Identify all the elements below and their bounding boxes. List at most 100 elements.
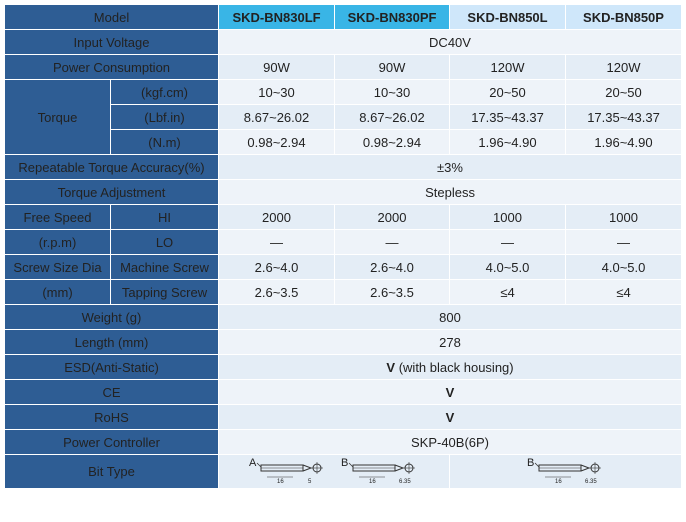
- row-esd: ESD(Anti-Static) V (with black housing): [3, 354, 683, 380]
- row-power-controller: Power Controller SKP-40B(6P): [3, 429, 683, 455]
- cell-torque-nm: 1.96~4.90: [565, 129, 683, 155]
- cell-speed-lo: —: [334, 229, 451, 255]
- row-tapping-screw: (mm) Tapping Screw 2.6~3.5 2.6~3.5 ≤4 ≤4: [4, 279, 683, 305]
- label-torque-nm: (N.m): [109, 129, 220, 155]
- bit-length: 16: [277, 479, 284, 485]
- cell-torque-nm: 0.98~2.94: [334, 129, 451, 155]
- cell-speed-hi: 2000: [218, 204, 336, 230]
- value-ce: V: [218, 379, 683, 405]
- bit-letter: A: [249, 457, 257, 469]
- cell-torque-nm: 1.96~4.90: [449, 129, 567, 155]
- label-mm: (mm): [4, 279, 111, 305]
- cell-machine-screw: 4.0~5.0: [565, 254, 683, 280]
- label-rpm: (r.p.m): [4, 229, 111, 255]
- label-free-speed: Free Speed: [4, 204, 111, 230]
- label-ce: CE: [3, 379, 220, 405]
- label-rohs: RoHS: [3, 404, 220, 430]
- model-name: SKD-BN830LF: [218, 4, 336, 30]
- value-length: 278: [218, 329, 683, 355]
- row-rohs: RoHS V: [3, 404, 683, 430]
- row-length: Length (mm) 278: [3, 329, 683, 355]
- cell-speed-lo: —: [449, 229, 567, 255]
- esd-check-mark: V: [386, 359, 396, 375]
- label-accuracy: Repeatable Torque Accuracy(%): [3, 154, 220, 180]
- cell-tapping-screw: ≤4: [565, 279, 683, 305]
- label-input-voltage: Input Voltage: [3, 29, 220, 55]
- cell-power: 120W: [449, 54, 567, 80]
- cell-torque-kgf: 20~50: [449, 79, 567, 105]
- model-name: SKD-BN850P: [565, 4, 683, 30]
- row-torque-kgf: Torque (kgf.cm) 10~30 10~30 20~50 20~50: [4, 79, 683, 155]
- cell-torque-nm: 0.98~2.94: [218, 129, 336, 155]
- cell-torque-kgf: 20~50: [565, 79, 683, 105]
- label-length: Length (mm): [3, 329, 220, 355]
- label-bit-type: Bit Type: [3, 454, 220, 489]
- value-accuracy: ±3%: [218, 154, 683, 180]
- cell-power: 90W: [218, 54, 336, 80]
- row-weight: Weight (g) 800: [3, 304, 683, 330]
- cell-machine-screw: 4.0~5.0: [449, 254, 567, 280]
- cell-power: 90W: [334, 54, 451, 80]
- value-esd: V (with black housing): [218, 354, 683, 380]
- cell-torque-kgf: 10~30: [334, 79, 451, 105]
- cell-torque-lbf: 8.67~26.02: [218, 104, 336, 130]
- value-input-voltage: DC40V: [218, 29, 683, 55]
- cell-tapping-screw: ≤4: [449, 279, 567, 305]
- cell-speed-lo: —: [218, 229, 336, 255]
- label-power: Power Consumption: [3, 54, 220, 80]
- bit-length: 16: [369, 479, 376, 485]
- label-power-controller: Power Controller: [3, 429, 220, 455]
- label-esd: ESD(Anti-Static): [3, 354, 220, 380]
- label-tapping-screw: Tapping Screw: [109, 279, 220, 305]
- label-model: Model: [3, 4, 220, 30]
- cell-speed-hi: 1000: [565, 204, 683, 230]
- row-accuracy: Repeatable Torque Accuracy(%) ±3%: [3, 154, 683, 180]
- cell-bit-type-bn830: A 16 5 B: [218, 454, 451, 489]
- value-adjustment: Stepless: [218, 179, 683, 205]
- row-adjustment: Torque Adjustment Stepless: [3, 179, 683, 205]
- row-model: Model SKD-BN830LF SKD-BN830PF SKD-BN850L…: [3, 4, 683, 30]
- bit-diameter: 5: [308, 479, 312, 485]
- bit-diameter: 6.35: [585, 479, 597, 485]
- label-screw-size: Screw Size Dia: [4, 254, 111, 280]
- label-torque-kgf: (kgf.cm): [109, 79, 220, 105]
- label-torque-lbf: (Lbf.in): [109, 104, 220, 130]
- row-speed-hi: Free Speed HI 2000 2000 1000 1000: [4, 204, 683, 230]
- value-power-controller: SKP-40B(6P): [218, 429, 683, 455]
- cell-bit-type-bn850: B 16 6.35: [449, 454, 683, 489]
- cell-torque-lbf: 17.35~43.37: [449, 104, 567, 130]
- row-torque-lbf: (Lbf.in) 8.67~26.02 8.67~26.02 17.35~43.…: [5, 104, 683, 130]
- bit-diameter: 6.35: [399, 479, 411, 485]
- row-machine-screw: Screw Size Dia Machine Screw 2.6~4.0 2.6…: [4, 254, 683, 280]
- row-torque-nm: (N.m) 0.98~2.94 0.98~2.94 1.96~4.90 1.96…: [5, 129, 683, 155]
- cell-torque-kgf: 10~30: [218, 79, 336, 105]
- row-bit-type: Bit Type A 16 5: [3, 454, 683, 489]
- value-weight: 800: [218, 304, 683, 330]
- label-lo: LO: [109, 229, 220, 255]
- cell-torque-lbf: 8.67~26.02: [334, 104, 451, 130]
- cell-machine-screw: 2.6~4.0: [218, 254, 336, 280]
- bit-letter: B: [341, 457, 348, 469]
- label-machine-screw: Machine Screw: [109, 254, 220, 280]
- row-speed-lo: (r.p.m) LO — — — —: [4, 229, 683, 255]
- label-adjustment: Torque Adjustment: [3, 179, 220, 205]
- label-torque: Torque: [4, 79, 111, 155]
- model-name: SKD-BN830PF: [334, 4, 451, 30]
- label-hi: HI: [109, 204, 220, 230]
- esd-note: (with black housing): [398, 359, 514, 375]
- cell-torque-lbf: 17.35~43.37: [565, 104, 683, 130]
- cell-tapping-screw: 2.6~3.5: [218, 279, 336, 305]
- cell-tapping-screw: 2.6~3.5: [334, 279, 451, 305]
- bit-length: 16: [555, 479, 562, 485]
- label-weight: Weight (g): [3, 304, 220, 330]
- bit-diagram: B 16 6.35: [525, 456, 607, 488]
- cell-machine-screw: 2.6~4.0: [334, 254, 451, 280]
- cell-speed-hi: 2000: [334, 204, 451, 230]
- bit-letter: B: [527, 457, 534, 469]
- bit-diagram: A 16 5: [247, 456, 329, 488]
- cell-power: 120W: [565, 54, 683, 80]
- row-power: Power Consumption 90W 90W 120W 120W: [3, 54, 683, 80]
- row-ce: CE V: [3, 379, 683, 405]
- model-name: SKD-BN850L: [449, 4, 567, 30]
- cell-speed-lo: —: [565, 229, 683, 255]
